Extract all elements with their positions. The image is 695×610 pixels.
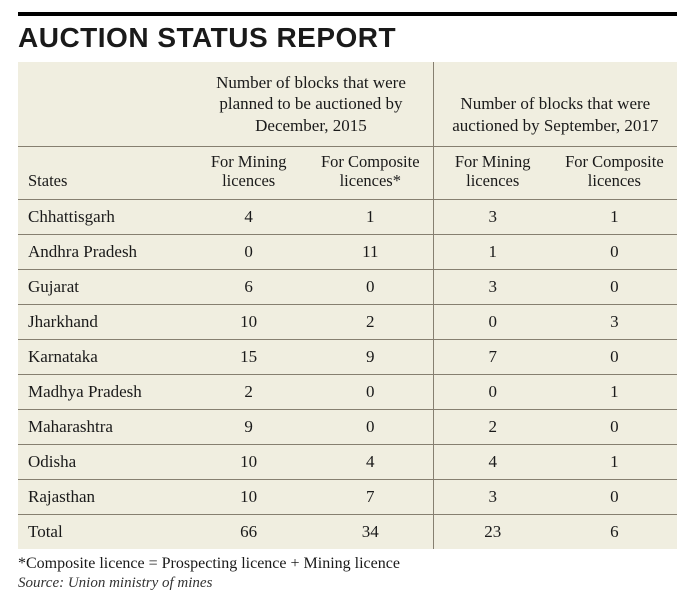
cell-composite-planned: 9 [308,339,433,374]
cell-composite-actual: 3 [552,304,677,339]
cell-mining-actual: 1 [433,234,552,269]
group-header-blank [18,62,189,146]
cell-composite-planned: 2 [308,304,433,339]
cell-state: Odisha [18,444,189,479]
footnote: *Composite licence = Prospecting licence… [18,555,677,573]
cell-composite-actual: 6 [552,514,677,549]
table-row: Rajasthan10730 [18,479,677,514]
cell-mining-planned: 10 [189,444,308,479]
cell-composite-actual: 1 [552,199,677,234]
cell-mining-actual: 4 [433,444,552,479]
group-header-actual: Number of blocks that were auctioned by … [433,62,677,146]
col-header-composite-planned: For Composite licences* [308,146,433,199]
col-header-states: States [18,146,189,199]
cell-composite-actual: 1 [552,374,677,409]
cell-state: Karnataka [18,339,189,374]
cell-composite-planned: 0 [308,374,433,409]
report-title: AUCTION STATUS REPORT [18,12,677,54]
cell-composite-planned: 7 [308,479,433,514]
cell-mining-actual: 3 [433,479,552,514]
col-header-mining-planned: For Mining licences [189,146,308,199]
cell-mining-actual: 3 [433,269,552,304]
cell-composite-planned: 4 [308,444,433,479]
cell-mining-planned: 2 [189,374,308,409]
cell-mining-actual: 0 [433,304,552,339]
cell-state: Total [18,514,189,549]
cell-mining-planned: 9 [189,409,308,444]
cell-composite-actual: 0 [552,479,677,514]
cell-composite-actual: 0 [552,234,677,269]
group-header-row: Number of blocks that were planned to be… [18,62,677,146]
cell-mining-actual: 2 [433,409,552,444]
cell-mining-actual: 0 [433,374,552,409]
cell-composite-planned: 0 [308,409,433,444]
cell-state: Rajasthan [18,479,189,514]
auction-table: Number of blocks that were planned to be… [18,62,677,549]
cell-composite-planned: 34 [308,514,433,549]
cell-mining-actual: 3 [433,199,552,234]
table-body: Chhattisgarh4131Andhra Pradesh01110Gujar… [18,199,677,549]
cell-mining-planned: 4 [189,199,308,234]
cell-mining-actual: 23 [433,514,552,549]
cell-state: Chhattisgarh [18,199,189,234]
cell-mining-planned: 10 [189,304,308,339]
cell-mining-planned: 6 [189,269,308,304]
col-header-mining-actual: For Mining licences [433,146,552,199]
cell-mining-planned: 15 [189,339,308,374]
cell-composite-actual: 0 [552,339,677,374]
table-row: Maharashtra9020 [18,409,677,444]
table-row: Gujarat6030 [18,269,677,304]
table-row: Andhra Pradesh01110 [18,234,677,269]
cell-mining-planned: 0 [189,234,308,269]
cell-state: Maharashtra [18,409,189,444]
table-row: Total6634236 [18,514,677,549]
col-header-composite-actual: For Composite licences [552,146,677,199]
group-header-planned: Number of blocks that were planned to be… [189,62,433,146]
cell-composite-planned: 1 [308,199,433,234]
cell-mining-actual: 7 [433,339,552,374]
cell-state: Jharkhand [18,304,189,339]
cell-state: Andhra Pradesh [18,234,189,269]
source-line: Source: Union ministry of mines [18,575,677,592]
cell-composite-planned: 11 [308,234,433,269]
cell-mining-planned: 10 [189,479,308,514]
table-row: Odisha10441 [18,444,677,479]
cell-composite-actual: 1 [552,444,677,479]
cell-state: Madhya Pradesh [18,374,189,409]
cell-composite-actual: 0 [552,269,677,304]
cell-state: Gujarat [18,269,189,304]
cell-mining-planned: 66 [189,514,308,549]
cell-composite-planned: 0 [308,269,433,304]
table-row: Madhya Pradesh2001 [18,374,677,409]
table-row: Jharkhand10203 [18,304,677,339]
table-row: Karnataka15970 [18,339,677,374]
cell-composite-actual: 0 [552,409,677,444]
sub-header-row: States For Mining licences For Composite… [18,146,677,199]
table-row: Chhattisgarh4131 [18,199,677,234]
